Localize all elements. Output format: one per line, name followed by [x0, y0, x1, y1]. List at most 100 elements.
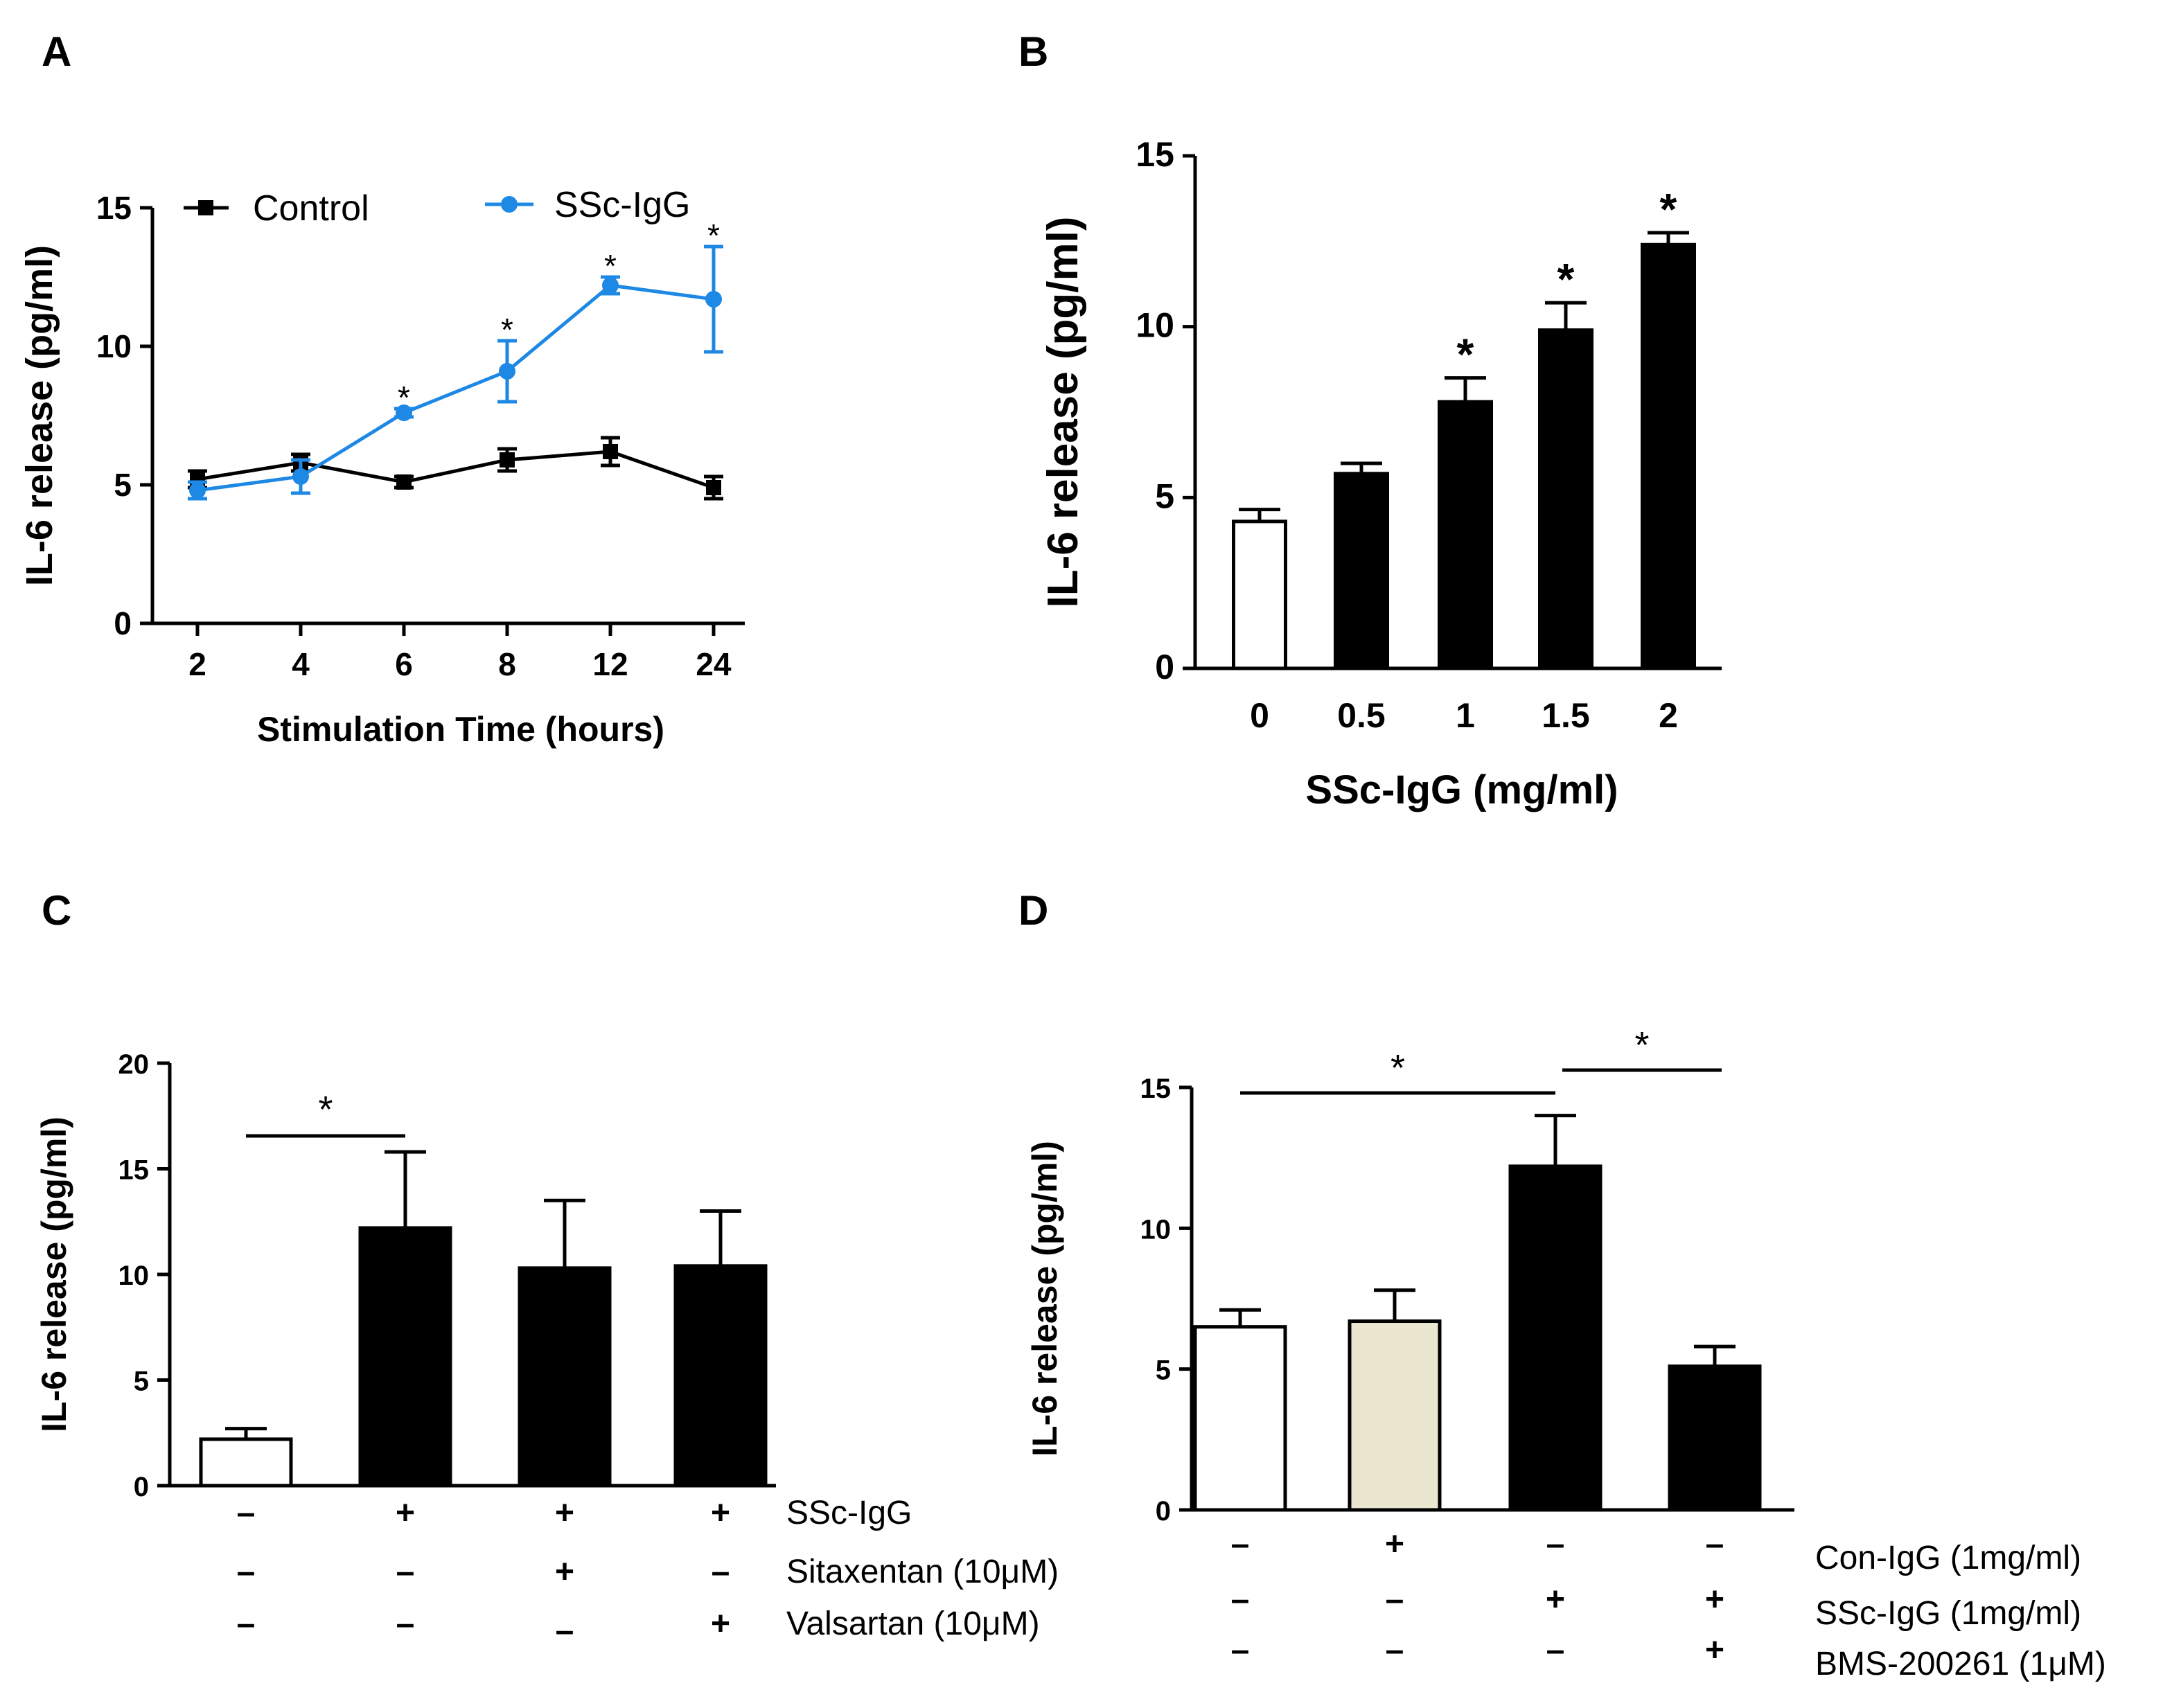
- data-point: [396, 404, 412, 421]
- treatment-sign: –: [237, 1495, 256, 1531]
- x-tick-label-a: 8: [498, 646, 516, 682]
- treatment-label: SSc-IgG: [786, 1495, 912, 1531]
- panel-letter-d: D: [1018, 887, 1048, 934]
- y-tick-label: 10: [1140, 1214, 1172, 1245]
- treatment-sign: –: [1546, 1526, 1565, 1563]
- treatment-sign: –: [1231, 1581, 1250, 1618]
- bar: [358, 1226, 452, 1488]
- treatment-sign: –: [712, 1554, 730, 1590]
- significance-star: *: [1660, 184, 1677, 234]
- x-tick-label-a: 12: [592, 646, 628, 682]
- bar: [673, 1264, 768, 1488]
- y-tick-label-a: 10: [96, 328, 132, 364]
- y-tick-label-a: 5: [114, 467, 132, 503]
- y-tick-label: 10: [118, 1261, 150, 1291]
- significance-star: *: [1634, 1024, 1649, 1066]
- bar: [1348, 1319, 1442, 1512]
- series-line-control: [197, 450, 714, 490]
- y-axis-label-b: IL-6 release (pg/ml): [1039, 216, 1087, 607]
- data-point: [189, 482, 206, 499]
- treatment-sign: –: [1706, 1526, 1724, 1563]
- data-point: [602, 277, 619, 294]
- treatment-sign: +: [396, 1495, 415, 1531]
- bar: [1438, 400, 1493, 670]
- treatment-label: Sitaxentan (10μM): [786, 1554, 1059, 1590]
- x-axis-label-b: SSc-IgG (mg/ml): [1305, 767, 1618, 812]
- y-tick-label: 5: [1156, 1355, 1171, 1386]
- treatment-sign: –: [1546, 1632, 1565, 1669]
- panel-letter-b: B: [1018, 28, 1048, 75]
- treatment-sign: –: [237, 1554, 256, 1590]
- bar: [1508, 1164, 1602, 1512]
- treatment-sign: +: [1705, 1581, 1724, 1618]
- y-tick-label: 5: [1155, 477, 1174, 515]
- significance-star: *: [604, 248, 617, 284]
- significance-star: *: [707, 217, 720, 253]
- significance-star: *: [398, 380, 410, 416]
- legend-label-sscigg: SSc-IgG: [554, 185, 691, 225]
- x-tick-label-a: 4: [292, 646, 310, 682]
- data-point: [706, 480, 721, 495]
- significance-star: *: [318, 1089, 333, 1130]
- chart-d: 0 5 10 15 IL-6 release (pg/ml) – + – – Con-IgG (1…: [1025, 1024, 2106, 1682]
- panel-letter-c: C: [42, 887, 71, 934]
- x-tick-label-a: 2: [188, 646, 206, 682]
- y-tick-label: 0: [1156, 1496, 1171, 1527]
- data-point: [500, 452, 515, 468]
- treatment-sign: +: [711, 1495, 730, 1531]
- chart-c: 0 5 10 15 20 IL-6 release (pg/ml) – + + + SSc-IgG –…: [35, 1049, 1059, 1649]
- data-point: [705, 291, 722, 308]
- bar: [518, 1266, 612, 1488]
- x-axis-label-a: Stimulation Time (hours): [257, 710, 664, 749]
- y-axis-label-c: IL-6 release (pg/ml): [35, 1117, 73, 1432]
- treatment-sign: +: [555, 1495, 574, 1531]
- data-point: [396, 474, 412, 490]
- x-tick-label-a: 24: [696, 646, 732, 682]
- bar: [1193, 1325, 1287, 1512]
- treatment-sign: –: [556, 1612, 574, 1649]
- treatment-sign: –: [1386, 1632, 1404, 1669]
- significance-star: *: [1457, 330, 1474, 380]
- x-tick-label-b: 0: [1250, 696, 1269, 735]
- x-tick-label-b: 2: [1659, 696, 1678, 735]
- y-tick-label: 0: [134, 1472, 149, 1502]
- y-axis-label-d: IL-6 release (pg/ml): [1025, 1141, 1064, 1457]
- treatment-sign: +: [711, 1605, 730, 1642]
- significance-star: *: [1390, 1047, 1405, 1089]
- data-point: [603, 444, 618, 459]
- treatment-label: SSc-IgG (1mg/ml): [1815, 1595, 2081, 1632]
- bar: [1232, 519, 1287, 670]
- significance-star: *: [1557, 254, 1575, 304]
- data-point: [499, 363, 515, 380]
- treatment-sign: +: [555, 1554, 574, 1590]
- y-axis-label-a: IL-6 release (pg/ml): [19, 245, 60, 586]
- y-tick-label: 0: [1155, 648, 1174, 686]
- panel-letter-a: A: [42, 28, 71, 75]
- y-tick-label: 15: [1140, 1074, 1172, 1104]
- bar: [1334, 472, 1389, 670]
- legend-marker-control: [198, 200, 213, 215]
- treatment-label: Valsartan (10μM): [786, 1605, 1040, 1642]
- legend-marker-sscigg: [501, 196, 518, 213]
- treatment-label: BMS-200261 (1μM): [1815, 1646, 2106, 1682]
- treatment-sign: –: [396, 1605, 415, 1642]
- y-tick-label: 20: [118, 1049, 150, 1080]
- significance-star: *: [501, 312, 513, 348]
- treatment-sign: –: [237, 1605, 256, 1642]
- bar: [1538, 328, 1593, 670]
- treatment-sign: –: [1386, 1581, 1404, 1618]
- treatment-sign: –: [1231, 1632, 1250, 1669]
- treatment-label: Con-IgG (1mg/ml): [1815, 1540, 2081, 1576]
- data-point: [292, 468, 309, 485]
- series-line-ssc-igg: [197, 283, 714, 492]
- y-tick-label: 10: [1136, 306, 1174, 345]
- treatment-sign: –: [396, 1554, 415, 1590]
- x-tick-label-a: 6: [395, 646, 413, 682]
- y-tick-label: 15: [118, 1155, 150, 1186]
- y-tick-label: 5: [134, 1367, 149, 1397]
- y-tick-label-a: 15: [96, 190, 132, 226]
- x-tick-label-b: 0.5: [1337, 696, 1386, 735]
- bar: [1668, 1364, 1762, 1512]
- y-tick-label-a: 0: [114, 605, 132, 641]
